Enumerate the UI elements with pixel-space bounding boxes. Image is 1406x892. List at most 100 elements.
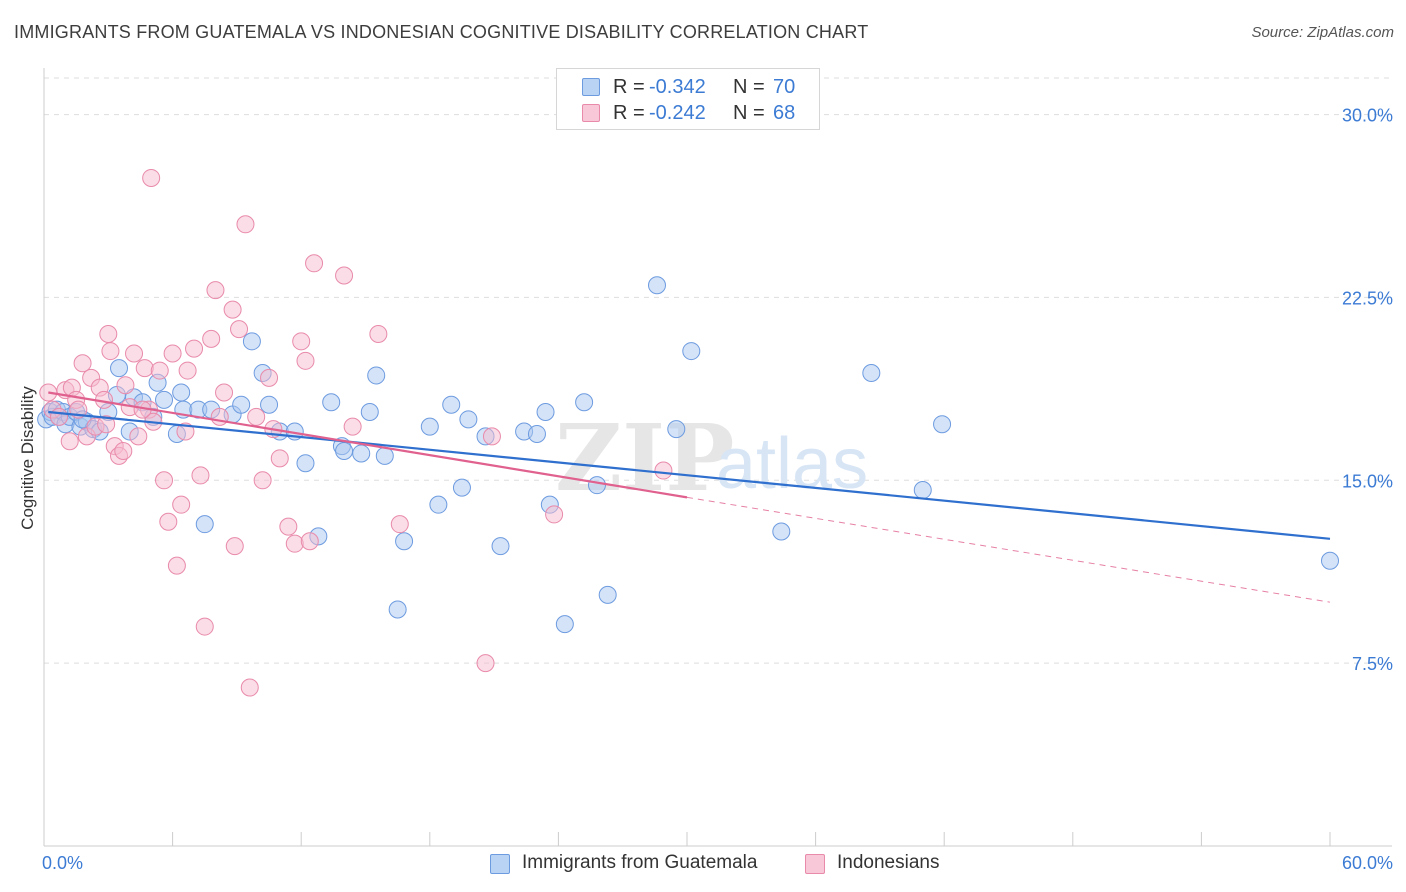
legend-label-indonesians: Indonesians <box>837 852 940 873</box>
legend-swatch-pink <box>805 854 825 874</box>
legend-n-label: N = <box>733 76 765 98</box>
legend-swatch-blue <box>490 854 510 874</box>
point-guatemala <box>352 444 371 463</box>
point-guatemala <box>172 383 191 402</box>
point-guatemala <box>527 424 546 443</box>
point-indonesians <box>236 215 255 234</box>
point-guatemala <box>647 276 666 295</box>
point-indonesians <box>99 325 118 343</box>
point-indonesians <box>125 344 144 363</box>
point-indonesians <box>150 361 169 380</box>
point-indonesians <box>73 354 92 373</box>
point-indonesians <box>60 432 79 451</box>
point-guatemala <box>322 393 341 412</box>
point-indonesians <box>240 678 259 697</box>
source-label: Source: ZipAtlas.com <box>1251 24 1394 41</box>
correlation-legend: R = -0.342 N = 70 R = -0.242 N = 68 <box>556 68 820 130</box>
point-guatemala <box>862 364 881 383</box>
point-indonesians <box>167 556 186 575</box>
point-indonesians <box>230 320 249 339</box>
point-guatemala <box>772 522 791 541</box>
point-indonesians <box>253 471 272 490</box>
point-indonesians <box>101 342 120 361</box>
legend-r-label: R = <box>613 76 645 98</box>
point-indonesians <box>305 254 324 273</box>
point-indonesians <box>223 300 242 319</box>
point-indonesians <box>97 415 116 434</box>
point-indonesians <box>206 281 225 300</box>
point-indonesians <box>202 329 221 348</box>
point-guatemala <box>575 393 594 412</box>
point-indonesians <box>176 422 195 441</box>
point-guatemala <box>536 403 555 422</box>
point-indonesians <box>142 168 161 187</box>
trendline-indonesians <box>48 391 688 499</box>
point-indonesians <box>270 449 289 468</box>
point-indonesians <box>369 325 388 343</box>
point-guatemala <box>1321 551 1339 570</box>
legend-label-guatemala: Immigrants from Guatemala <box>522 852 758 873</box>
point-guatemala <box>933 415 952 434</box>
point-indonesians <box>482 427 501 446</box>
y-tick-label: 15.0% <box>1342 471 1393 491</box>
point-guatemala <box>110 359 129 378</box>
point-indonesians <box>159 512 178 531</box>
point-guatemala <box>260 395 279 414</box>
point-indonesians <box>300 532 319 551</box>
point-indonesians <box>335 266 354 285</box>
point-guatemala <box>555 615 574 634</box>
point-guatemala <box>242 332 261 351</box>
point-indonesians <box>129 427 148 446</box>
point-guatemala <box>232 395 251 414</box>
point-indonesians <box>654 461 673 480</box>
watermark-zip: ZIP <box>555 404 734 512</box>
point-guatemala <box>155 390 174 409</box>
point-indonesians <box>114 442 133 461</box>
point-indonesians <box>178 361 197 380</box>
trendline-extension-indonesians <box>686 496 1331 603</box>
point-guatemala <box>442 395 461 414</box>
point-indonesians <box>210 407 229 426</box>
point-indonesians <box>191 466 210 485</box>
point-indonesians <box>225 537 244 556</box>
y-tick-label: 30.0% <box>1342 106 1393 126</box>
point-indonesians <box>279 517 298 536</box>
point-guatemala <box>452 478 471 497</box>
point-guatemala <box>395 532 414 551</box>
point-guatemala <box>913 481 932 500</box>
legend-r-label: R = <box>613 102 645 124</box>
watermark-atlas: atlas <box>716 424 868 504</box>
point-guatemala <box>296 454 315 473</box>
point-guatemala <box>335 442 354 461</box>
point-guatemala <box>429 495 448 514</box>
point-indonesians <box>285 534 304 553</box>
point-guatemala <box>367 366 386 385</box>
point-indonesians <box>215 383 234 402</box>
point-indonesians <box>292 332 311 351</box>
point-indonesians <box>476 654 495 673</box>
point-indonesians <box>172 495 191 514</box>
legend-n-value: 68 <box>773 102 796 124</box>
point-guatemala <box>420 417 439 436</box>
point-guatemala <box>375 446 394 465</box>
point-indonesians <box>343 417 362 436</box>
y-tick-label: 22.5% <box>1342 288 1393 308</box>
point-indonesians <box>260 368 279 387</box>
point-guatemala <box>459 410 478 429</box>
trendline-guatemala <box>48 410 1331 540</box>
point-indonesians <box>296 351 315 370</box>
point-indonesians <box>390 515 409 534</box>
point-indonesians <box>195 617 214 636</box>
point-guatemala <box>388 600 407 619</box>
legend-r-value: -0.342 <box>649 76 706 98</box>
point-indonesians <box>247 407 266 426</box>
legend-n-label: N = <box>733 102 765 124</box>
point-indonesians <box>545 505 564 524</box>
point-guatemala <box>360 403 379 422</box>
point-guatemala <box>667 420 686 439</box>
point-guatemala <box>598 585 617 604</box>
point-guatemala <box>491 537 510 556</box>
point-guatemala <box>682 342 701 361</box>
point-indonesians <box>135 359 154 378</box>
